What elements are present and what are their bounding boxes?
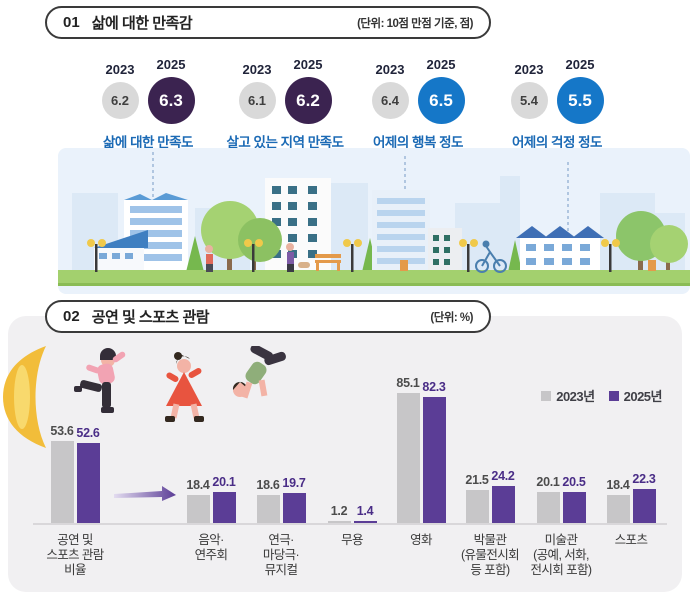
metric-group: 2023 6.1 2025 6.2 살고 있는 지역 만족도: [210, 57, 360, 151]
score-circle-2023: 6.4: [371, 82, 409, 119]
section2-title: 공연 및 스포츠 관람: [91, 309, 210, 326]
bar-value-2023: 18.4: [606, 478, 630, 492]
bar-2023: [606, 495, 630, 523]
score-circle-2023: 6.2: [101, 82, 139, 119]
satisfaction-metrics: 2023 6.2 2025 6.3 삶에 대한 만족도 2023 6.1 2025 6.2 살고 …: [0, 57, 690, 151]
bar-2023: [536, 492, 560, 523]
chart-baseline: [33, 523, 667, 525]
bar-2023: [396, 393, 420, 523]
metric-group: 2023 6.2 2025 6.3 삶에 대한 만족도: [73, 57, 223, 151]
year-label: 2023: [242, 62, 272, 77]
bar-2025: [632, 489, 656, 523]
metric-label: 어제의 걱정 정도: [512, 135, 602, 150]
bar-2025: [282, 493, 306, 523]
category-label: 영화: [410, 533, 432, 547]
bar-2023: [327, 521, 351, 523]
section1-number: 01: [63, 14, 80, 31]
legend-swatch: [608, 390, 619, 401]
metric-group: 2023 6.4 2025 6.5 어제의 행복 정도: [343, 57, 493, 151]
bar-2023: [465, 490, 489, 523]
score-circle-2023: 6.1: [238, 82, 276, 119]
section2-number: 02: [63, 308, 80, 325]
legend-item: 2023년: [541, 386, 595, 405]
year-label: 2025: [426, 57, 456, 72]
bar-value-2025: 1.4: [356, 504, 374, 518]
bar-value-2023: 85.1: [396, 376, 420, 390]
metric-label: 살고 있는 지역 만족도: [226, 135, 344, 150]
score-circle-2025: 6.2: [284, 77, 332, 124]
legend-swatch: [541, 390, 552, 401]
category-label: 박물관 (유물전시회 등 포함): [460, 533, 520, 577]
metric-label: 어제의 행복 정도: [373, 135, 463, 150]
bar-2025: [422, 397, 446, 523]
dancer-illustration: [74, 346, 286, 422]
bar-2025: [562, 492, 586, 523]
year-label: 2023: [514, 62, 544, 77]
category-label: 스포츠: [614, 533, 648, 547]
bar-value-2023: 20.1: [536, 475, 560, 489]
score-circle-2025: 6.3: [147, 77, 195, 124]
year-label: 2023: [375, 62, 405, 77]
city-illustration: [58, 148, 690, 294]
metric-group: 2023 5.4 2025 5.5 어제의 걱정 정도: [482, 57, 632, 151]
bar-chart: 53.6 52.6 공연 및 스포츠 관람 비율 18.4 20.1 음악· 연주회 18.…: [0, 363, 690, 598]
year-label: 2025: [293, 57, 323, 72]
bar-value-2025: 20.1: [212, 475, 236, 489]
bar-2025: [212, 492, 236, 523]
bar-value-2023: 53.6: [50, 424, 74, 438]
bar-2025: [491, 486, 515, 523]
section1-title: 삶에 대한 만족감: [91, 15, 193, 32]
bar-value-2023: 18.6: [256, 478, 280, 492]
trend-arrow-icon: [114, 486, 176, 501]
legend-label: 2025년: [623, 389, 663, 404]
bar-value-2023: 18.4: [186, 478, 210, 492]
bar-value-2025: 52.6: [76, 426, 100, 440]
category-label: 무용: [341, 533, 363, 547]
legend-label: 2023년: [556, 389, 595, 404]
bar-value-2025: 24.2: [491, 469, 515, 483]
chart-legend: 2023년 2025년: [541, 386, 663, 405]
bar-2023: [186, 495, 210, 523]
score-circle-2025: 6.5: [417, 77, 465, 124]
section1-unit: (단위: 10점 만점 기준, 점): [357, 17, 473, 30]
year-label: 2025: [156, 57, 186, 72]
section2-header: 02 공연 및 스포츠 관람 (단위: %): [45, 300, 491, 333]
bar-2025: [353, 521, 377, 523]
category-label: 음악· 연주회: [194, 533, 228, 562]
bar-2025: [76, 443, 100, 523]
year-label: 2025: [565, 57, 595, 72]
section2-panel: [8, 316, 682, 592]
year-label: 2023: [105, 62, 135, 77]
category-label: 공연 및 스포츠 관람 비율: [46, 533, 104, 577]
section2-unit: (단위: %): [430, 311, 473, 324]
bar-value-2025: 19.7: [282, 476, 306, 490]
metric-label: 삶에 대한 만족도: [103, 135, 193, 150]
megaphone-icon: [3, 346, 46, 448]
score-circle-2025: 5.5: [556, 77, 604, 124]
category-label: 미술관 (공예, 서화, 전시회 포함): [530, 533, 593, 577]
score-circle-2023: 5.4: [510, 82, 548, 119]
bar-value-2025: 20.5: [562, 475, 586, 489]
section1-header: 01 삶에 대한 만족감 (단위: 10점 만점 기준, 점): [45, 6, 491, 39]
bar-value-2023: 1.2: [330, 504, 348, 518]
bar-value-2025: 22.3: [632, 472, 656, 486]
legend-item: 2025년: [608, 386, 663, 405]
bar-value-2023: 21.5: [465, 473, 489, 487]
bar-2023: [50, 441, 74, 523]
bar-value-2025: 82.3: [422, 380, 446, 394]
category-label: 연극· 마당극· 뮤지컬: [262, 533, 300, 577]
bar-2023: [256, 495, 280, 523]
